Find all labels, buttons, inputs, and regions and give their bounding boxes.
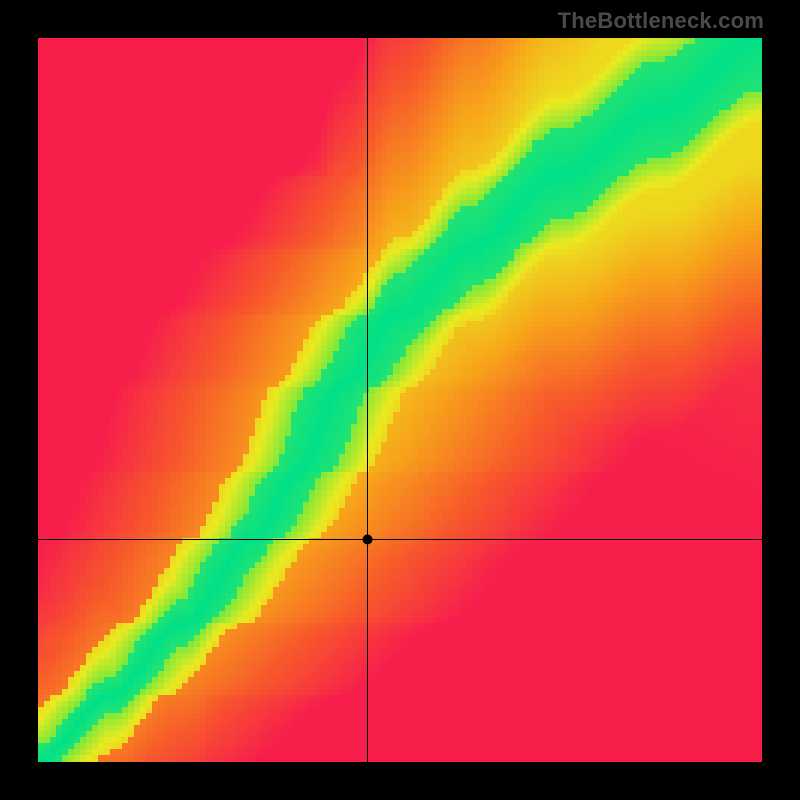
chart-container: TheBottleneck.com <box>0 0 800 800</box>
watermark-text: TheBottleneck.com <box>558 8 764 34</box>
heatmap-plot <box>38 38 762 762</box>
